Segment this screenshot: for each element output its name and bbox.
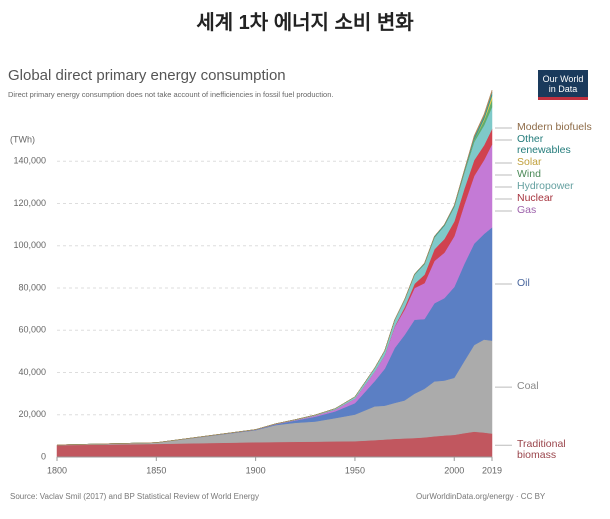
legend-label[interactable]: Hydropower [517,180,574,192]
legend-label[interactable]: Traditional biomass [517,438,566,462]
x-tick-label: 1800 [47,465,67,475]
y-tick-label: 0 [41,451,46,461]
x-tick-label: 1950 [345,465,365,475]
y-tick-label: 120,000 [13,198,46,208]
x-tick-label: 2000 [444,465,464,475]
y-tick-label: 140,000 [13,156,46,166]
y-tick-label: 20,000 [18,409,46,419]
legend-label[interactable]: Other renewables [517,133,571,156]
legend-label[interactable]: Nuclear [517,192,554,204]
chart-title: Global direct primary energy consumption [8,67,286,84]
logo[interactable]: Our World in Data [538,70,588,100]
area [56,89,493,446]
y-unit: (TWh) [10,134,35,144]
y-tick-label: 40,000 [18,367,46,377]
legend-label[interactable]: Coal [517,380,539,393]
chart-subtitle: Direct primary energy consumption does n… [8,90,334,99]
y-tick-label: 60,000 [18,325,46,335]
legend-label[interactable]: Modern biofuels [517,121,592,133]
x-tick-label: 2019 [482,465,502,475]
legend-label[interactable]: Solar [517,156,542,168]
source: Source: Vaclav Smil (2017) and BP Statis… [10,492,259,501]
y-tick-label: 100,000 [13,240,46,250]
y-tick-label: 80,000 [18,282,46,292]
credit[interactable]: OurWorldinData.org/energy · CC BY [416,492,546,501]
x-tick-label: 1850 [146,465,166,475]
legend-label[interactable]: Wind [517,168,541,180]
legend-label[interactable]: Gas [517,204,537,216]
legend-label[interactable]: Oil [517,276,530,289]
heading: 세계 1차 에너지 소비 변화 [196,12,414,34]
x-tick-label: 1900 [246,465,266,475]
